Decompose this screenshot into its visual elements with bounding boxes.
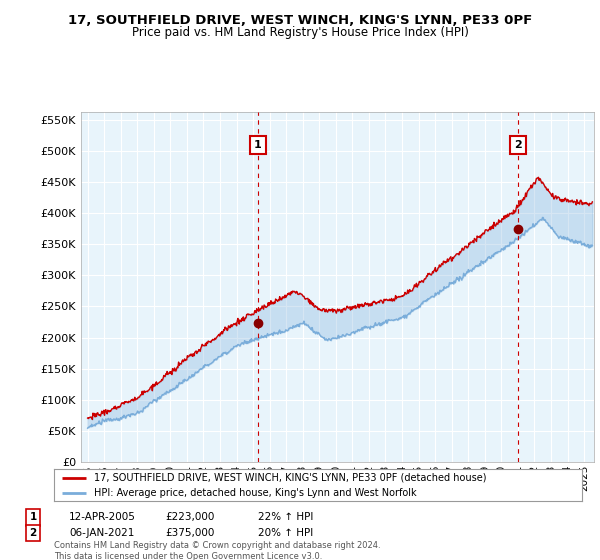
Text: 20% ↑ HPI: 20% ↑ HPI bbox=[258, 528, 313, 538]
Text: 17, SOUTHFIELD DRIVE, WEST WINCH, KING'S LYNN, PE33 0PF: 17, SOUTHFIELD DRIVE, WEST WINCH, KING'S… bbox=[68, 14, 532, 27]
Text: 22% ↑ HPI: 22% ↑ HPI bbox=[258, 512, 313, 522]
Text: £223,000: £223,000 bbox=[165, 512, 214, 522]
Text: Price paid vs. HM Land Registry's House Price Index (HPI): Price paid vs. HM Land Registry's House … bbox=[131, 26, 469, 39]
Text: HPI: Average price, detached house, King's Lynn and West Norfolk: HPI: Average price, detached house, King… bbox=[94, 488, 416, 498]
Text: Contains HM Land Registry data © Crown copyright and database right 2024.
This d: Contains HM Land Registry data © Crown c… bbox=[54, 542, 380, 560]
Text: 06-JAN-2021: 06-JAN-2021 bbox=[69, 528, 134, 538]
Text: 12-APR-2005: 12-APR-2005 bbox=[69, 512, 136, 522]
Text: 1: 1 bbox=[29, 512, 37, 522]
Text: 2: 2 bbox=[514, 139, 522, 150]
Text: 1: 1 bbox=[254, 139, 262, 150]
Text: 2: 2 bbox=[29, 528, 37, 538]
Text: £375,000: £375,000 bbox=[165, 528, 214, 538]
Text: 17, SOUTHFIELD DRIVE, WEST WINCH, KING'S LYNN, PE33 0PF (detached house): 17, SOUTHFIELD DRIVE, WEST WINCH, KING'S… bbox=[94, 473, 486, 483]
